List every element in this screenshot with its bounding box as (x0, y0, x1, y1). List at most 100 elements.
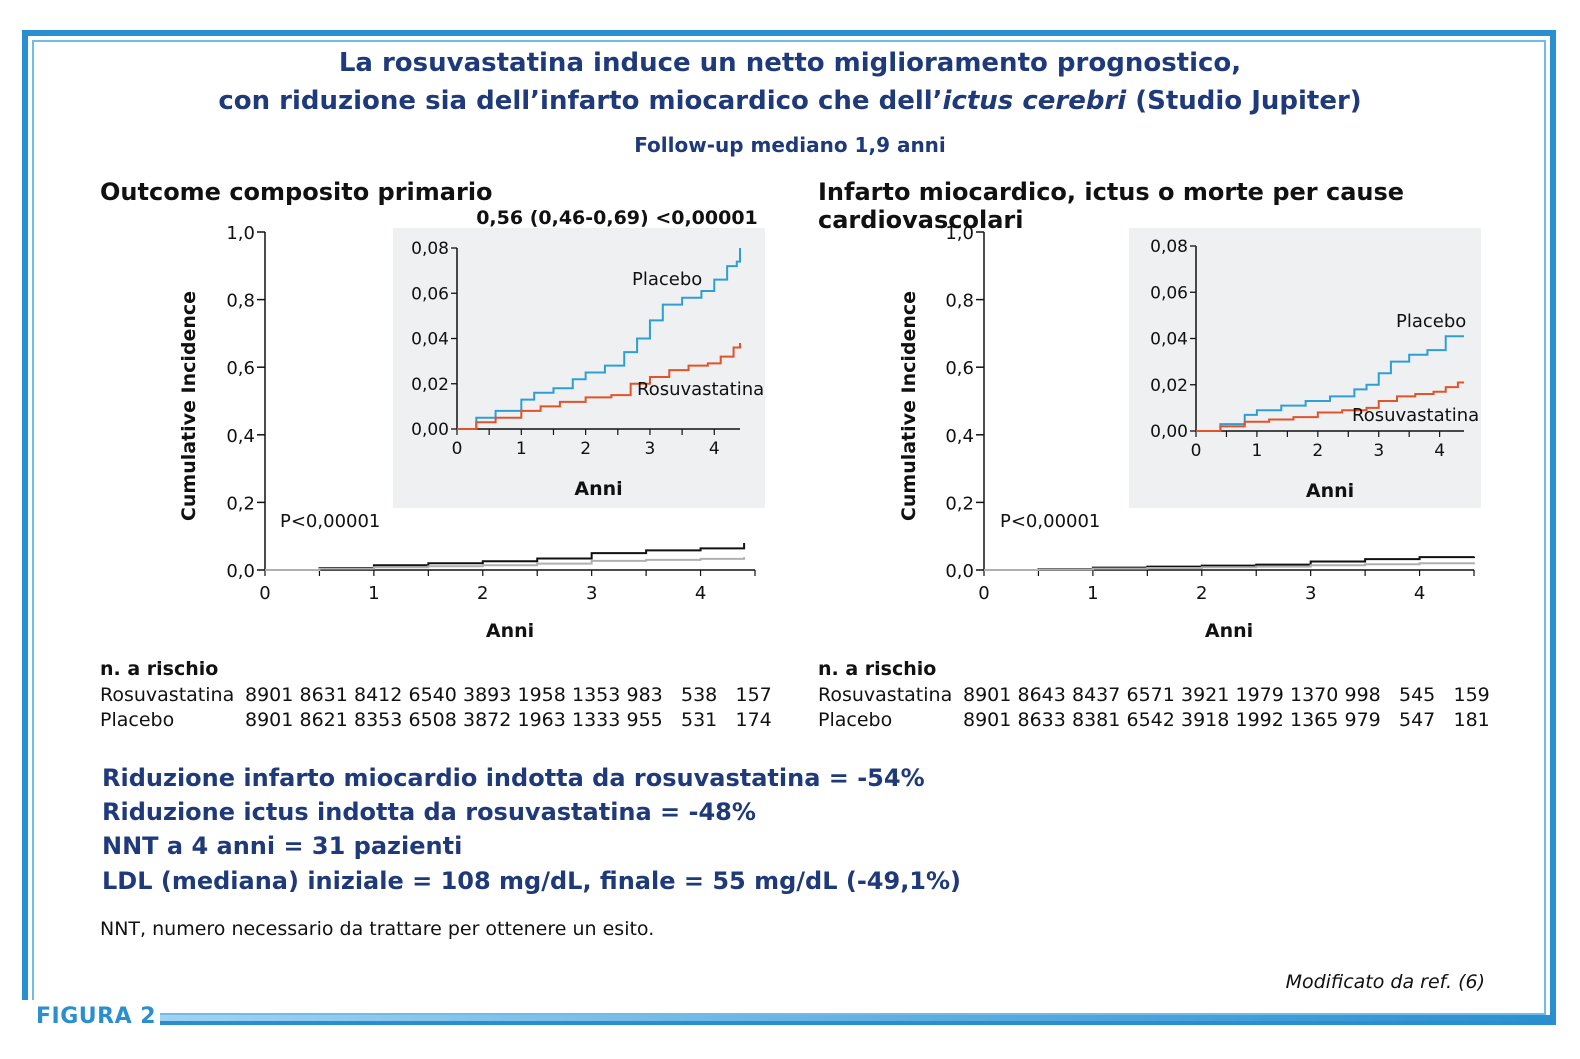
x-tick-label: 0 (259, 583, 270, 604)
risk-table-header: n. a rischio (818, 658, 937, 680)
p-value-label: P<0,00001 (280, 511, 380, 532)
inset-x-axis-label: Anni (574, 478, 622, 500)
risk-cell: 955 (626, 709, 663, 731)
risk-cell: 6571 (1126, 684, 1175, 706)
inset-series-line-placebo (457, 248, 741, 430)
y-tick-label: 0,0 (945, 561, 974, 582)
y-tick-label: 0,6 (945, 358, 974, 379)
left-panel-title: Outcome composito primario (100, 178, 493, 206)
risk-table-right: n. a rischio Rosuvastatina 8901 8643 8437 657… (818, 658, 1518, 738)
risk-cell: 3893 (463, 684, 512, 706)
risk-cell: 8901 (245, 684, 294, 706)
y-tick-label: 0,0 (226, 561, 255, 582)
inset-x-tick-label: 1 (516, 439, 527, 459)
y-tick-label: 0,8 (226, 291, 255, 312)
inset-x-tick-label: 0 (452, 439, 463, 459)
risk-cell: 979 (1344, 709, 1381, 731)
inset-x-tick-label: 3 (1373, 441, 1384, 461)
inset-x-tick-label: 3 (645, 439, 656, 459)
risk-cell: 8633 (1017, 709, 1066, 731)
inset-y-tick-label: 0,08 (1150, 237, 1188, 257)
risk-table-header: n. a rischio (100, 658, 219, 680)
figure-label: FIGURA 2 (36, 1004, 157, 1029)
figure-title-line1: La rosuvastatina induce un netto miglior… (338, 48, 1242, 78)
x-tick-label: 2 (477, 583, 488, 604)
risk-cell: 1370 (1290, 684, 1339, 706)
risk-cell: 8901 (963, 684, 1012, 706)
risk-cell: 983 (626, 684, 663, 706)
risk-cell: 1333 (572, 709, 621, 731)
inset-legend-placebo: Placebo (632, 269, 702, 290)
y-tick-label: 0,2 (226, 493, 255, 514)
risk-row-label: Placebo (100, 709, 175, 731)
risk-row-label: Rosuvastatina (100, 684, 235, 706)
risk-row-label: Rosuvastatina (818, 684, 953, 706)
inset-x-tick-label: 2 (1312, 441, 1323, 461)
summary-line-4: LDL (mediana) iniziale = 108 mg/dL, fina… (102, 867, 962, 895)
inset-x-tick-label: 2 (580, 439, 591, 459)
inset-x-axis-label: Anni (1306, 480, 1354, 502)
risk-cell: 8631 (299, 684, 348, 706)
x-tick-label: 0 (978, 583, 989, 604)
y-tick-label: 0,4 (226, 426, 255, 447)
risk-cell: 181 (1453, 709, 1490, 731)
risk-cell: 6508 (408, 709, 457, 731)
y-tick-label: 1,0 (945, 223, 974, 244)
summary-line-3: NNT a 4 anni = 31 pazienti (102, 832, 463, 860)
risk-cell: 531 (681, 709, 718, 731)
risk-cell: 159 (1453, 684, 1490, 706)
risk-cell: 547 (1399, 709, 1436, 731)
risk-cell: 1992 (1235, 709, 1284, 731)
inset-series-line-placebo (1196, 335, 1464, 432)
y-tick-label: 0,2 (945, 493, 974, 514)
title-line2-part-a: con riduzione sia dell’infarto miocardic… (218, 86, 943, 116)
summary-line-1: Riduzione infarto miocardio indotta da r… (102, 764, 925, 792)
risk-cell: 8621 (299, 709, 348, 731)
inner-frame (32, 40, 1546, 1015)
right-panel-title: Infarto miocardico, ictus o morte per ca… (818, 178, 1405, 234)
risk-cell: 1979 (1235, 684, 1284, 706)
x-tick-label: 2 (1196, 583, 1207, 604)
risk-cell: 1353 (572, 684, 621, 706)
inset-y-tick-label: 0,04 (1150, 330, 1188, 350)
risk-cell: 8437 (1072, 684, 1121, 706)
inset-x-tick-label: 4 (709, 439, 720, 459)
risk-cell: 157 (735, 684, 772, 706)
footnote: NNT, numero necessario da trattare per o… (100, 918, 655, 940)
figure-title-line2: con riduzione sia dell’infarto miocardic… (0, 86, 1580, 116)
risk-cell: 998 (1344, 684, 1381, 706)
inset-legend-rosuvastatina: Rosuvastatina (1352, 405, 1479, 426)
inset-y-tick-label: 0,06 (1150, 283, 1188, 303)
summary-line-2: Riduzione ictus indotta da rosuvastatina… (102, 798, 756, 826)
inset-y-tick-label: 0,00 (411, 420, 449, 440)
inset-y-tick-label: 0,00 (1150, 422, 1188, 442)
x-tick-label: 3 (1305, 583, 1316, 604)
risk-cell: 8353 (354, 709, 403, 731)
x-axis-label: Anni (1205, 620, 1253, 642)
inset-y-tick-label: 0,08 (411, 239, 449, 259)
risk-cell: 3918 (1181, 709, 1230, 731)
series-line-rosuvastatina (984, 562, 1475, 571)
inset-x-tick-label: 4 (1434, 441, 1445, 461)
p-value-label: P<0,00001 (1000, 511, 1100, 532)
inset-x-tick-label: 1 (1251, 441, 1262, 461)
inset-background (393, 228, 765, 508)
x-axis-label: Anni (486, 620, 534, 642)
figure-subtitle: Follow-up mediano 1,9 anni (634, 133, 946, 157)
x-tick-label: 1 (1087, 583, 1098, 604)
risk-cell: 8643 (1017, 684, 1066, 706)
risk-row-label: Placebo (818, 709, 893, 731)
x-tick-label: 3 (586, 583, 597, 604)
risk-cell: 538 (681, 684, 718, 706)
x-tick-label: 1 (368, 583, 379, 604)
y-axis-label: Cumulative Incidence (178, 291, 200, 521)
risk-cell: 545 (1399, 684, 1436, 706)
inset-legend-placebo: Placebo (1396, 311, 1466, 332)
y-tick-label: 0,6 (226, 358, 255, 379)
inset-series-line-rosuvastatina (457, 343, 741, 430)
series-line-rosuvastatina (265, 557, 746, 571)
y-tick-label: 0,4 (945, 426, 974, 447)
risk-cell: 6542 (1126, 709, 1175, 731)
risk-cell: 174 (735, 709, 772, 731)
